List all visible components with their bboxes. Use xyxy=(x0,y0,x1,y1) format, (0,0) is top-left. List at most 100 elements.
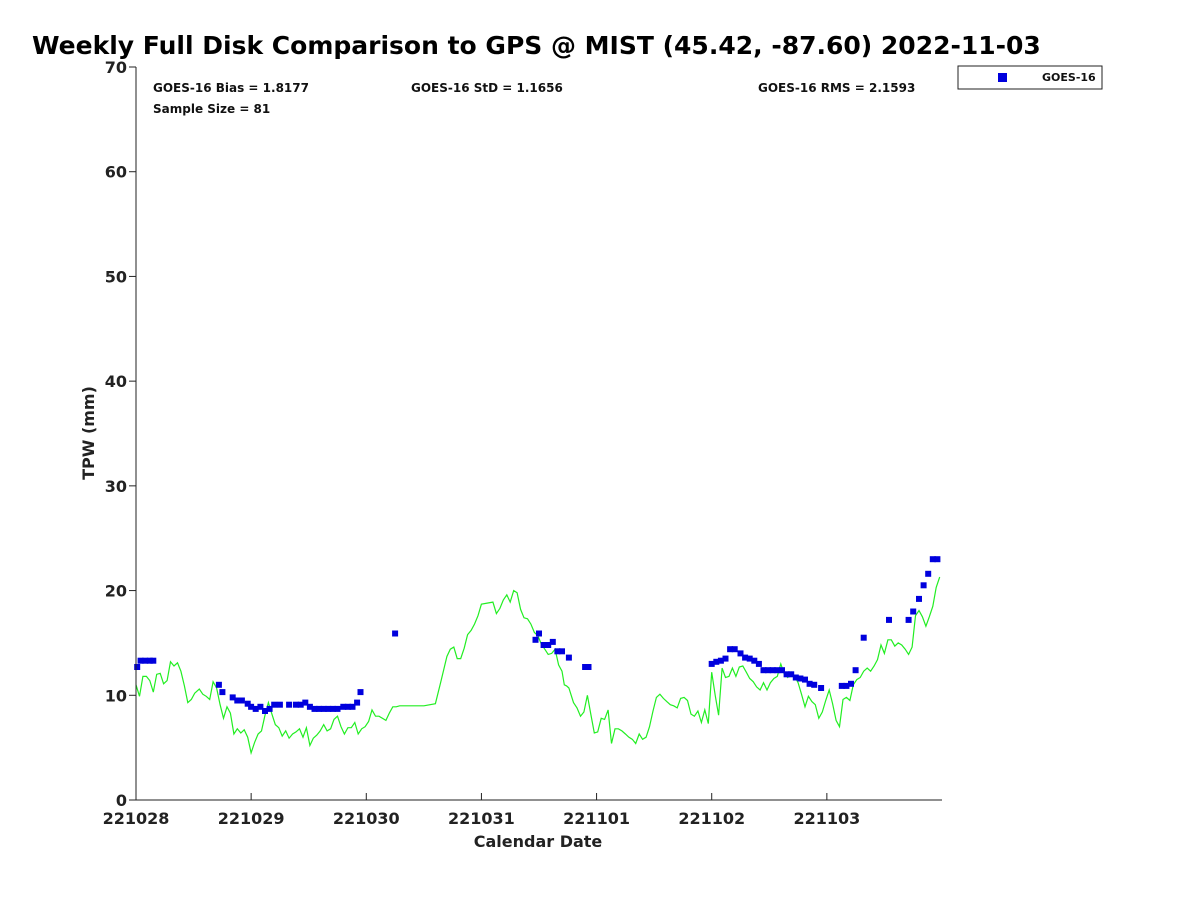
goes16-point xyxy=(802,676,808,683)
stat-std: GOES-16 StD = 1.1656 xyxy=(411,81,563,95)
gps-tpw-line xyxy=(135,576,941,756)
goes16-point xyxy=(713,658,720,665)
y-axis-label: TPW (mm) xyxy=(79,386,98,480)
goes16-point xyxy=(742,654,749,661)
goes16-point xyxy=(792,674,799,681)
x-tick-label: 221030 xyxy=(333,809,400,828)
goes16-point xyxy=(134,664,141,670)
goes16-point xyxy=(344,703,351,710)
goes16-point xyxy=(248,703,255,710)
y-tick-label: 0 xyxy=(116,791,127,810)
goes16-point xyxy=(751,657,758,664)
x-tick-label: 221101 xyxy=(563,809,630,828)
goes16-point xyxy=(929,556,936,563)
goes16-point xyxy=(329,705,336,712)
goes16-point xyxy=(722,655,729,662)
goes16-point xyxy=(920,582,927,589)
stat-bias: GOES-16 Bias = 1.8177 xyxy=(153,81,309,95)
goes16-point xyxy=(774,667,781,674)
goes16-point xyxy=(843,682,850,689)
x-tick-label: 221029 xyxy=(218,809,285,828)
goes16-point xyxy=(737,650,744,657)
goes16-point xyxy=(536,630,542,637)
goes16-point xyxy=(717,657,724,664)
goes16-point xyxy=(150,657,157,664)
stat-rms: GOES-16 RMS = 2.1593 xyxy=(758,81,915,95)
goes16-point xyxy=(354,699,361,706)
y-tick-label: 30 xyxy=(105,477,127,496)
legend-label-goes16: GOES-16 xyxy=(1042,71,1096,84)
goes16-point xyxy=(755,660,762,667)
goes16-point xyxy=(357,689,364,696)
goes16-point xyxy=(746,655,753,662)
goes16-point xyxy=(860,634,867,641)
x-ticks: 221028 221029 221030 221031 221101 221102 2211… xyxy=(103,793,860,828)
goes16-point xyxy=(934,556,941,563)
legend: GOES-16 xyxy=(957,65,1103,90)
goes16-point xyxy=(788,671,795,678)
goes16-point xyxy=(276,701,283,708)
goes16-point xyxy=(349,703,356,710)
goes16-point xyxy=(540,642,547,648)
goes16-point xyxy=(554,648,561,655)
goes16-point xyxy=(142,657,149,664)
goes16-point xyxy=(545,642,552,648)
goes16-point-layer xyxy=(134,556,941,714)
goes16-point xyxy=(244,700,251,707)
goes16-point xyxy=(532,636,539,643)
goes16-point xyxy=(238,697,245,704)
goes16-point xyxy=(311,705,318,712)
goes16-point xyxy=(760,667,767,674)
goes16-point xyxy=(731,646,738,653)
goes16-point xyxy=(262,708,268,714)
axes xyxy=(135,67,942,801)
goes16-point xyxy=(797,675,804,682)
x-axis-label: Calendar Date xyxy=(474,832,603,851)
goes16-point xyxy=(316,705,323,712)
goes16-point xyxy=(325,705,332,712)
goes16-point xyxy=(392,630,399,637)
goes16-point xyxy=(234,697,241,704)
goes16-point xyxy=(219,689,226,696)
goes16-point xyxy=(559,648,565,655)
goes16-point xyxy=(727,646,734,653)
goes16-point xyxy=(916,595,922,602)
plot-area xyxy=(134,556,941,756)
goes16-point xyxy=(286,701,293,708)
goes16-point xyxy=(811,681,818,688)
goes16-point xyxy=(215,681,222,688)
goes16-point xyxy=(806,680,813,687)
goes16-point xyxy=(271,701,278,708)
goes16-point xyxy=(848,680,854,687)
y-tick-label: 10 xyxy=(105,686,127,705)
goes16-point xyxy=(925,570,932,577)
goes16-point xyxy=(708,660,715,667)
y-tick-label: 60 xyxy=(105,163,127,182)
goes16-point xyxy=(297,701,304,708)
goes16-point xyxy=(910,608,917,615)
goes16-point xyxy=(585,664,592,670)
goes16-point xyxy=(302,699,309,706)
y-tick-label: 70 xyxy=(105,58,127,77)
goes16-point xyxy=(293,701,299,708)
goes16-point xyxy=(320,705,327,712)
goes16-point xyxy=(229,694,236,701)
y-ticks: 0 10 20 30 40 50 60 70 xyxy=(105,58,136,810)
stat-sample-size: Sample Size = 81 xyxy=(153,102,270,116)
goes16-point xyxy=(783,671,790,678)
goes16-point xyxy=(905,616,912,623)
legend-box xyxy=(957,65,1103,90)
goes16-point xyxy=(146,657,153,664)
goes16-point xyxy=(257,703,264,710)
goes16-point xyxy=(886,616,892,623)
goes16-point xyxy=(549,638,556,645)
x-tick-label: 221102 xyxy=(678,809,745,828)
y-tick-label: 40 xyxy=(105,372,127,391)
chart-title: Weekly Full Disk Comparison to GPS @ MIS… xyxy=(32,31,1041,60)
y-tick-label: 20 xyxy=(105,582,127,601)
goes16-point xyxy=(818,685,825,691)
legend-marker-goes16 xyxy=(998,73,1007,82)
goes16-point xyxy=(582,664,589,670)
y-tick-label: 50 xyxy=(105,267,127,286)
